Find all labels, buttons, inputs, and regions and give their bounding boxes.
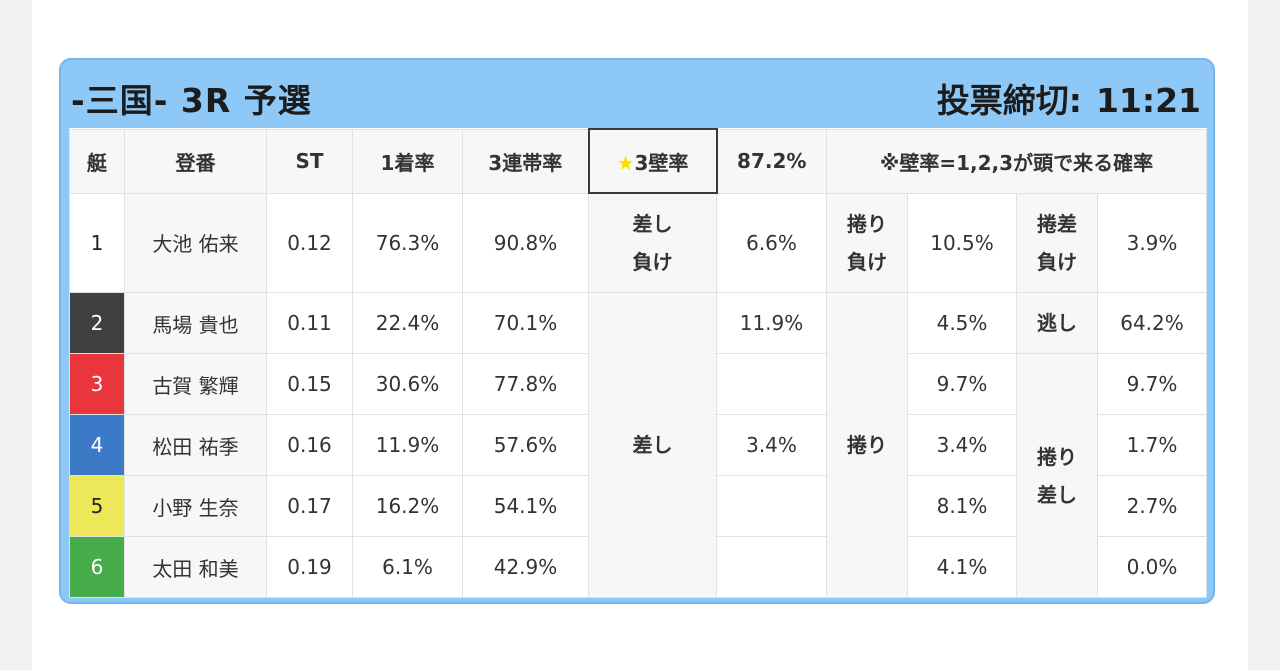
- header-boat: 艇: [69, 128, 125, 194]
- table-row: 4 松田 祐季 0.16 11.9% 57.6% 3.4% 3.4% 1.7%: [69, 414, 1207, 476]
- table-row: 3 古賀 繁輝 0.15 30.6% 77.8% 9.7% 捲り差し 9.7%: [69, 353, 1207, 598]
- wall-rate-note: ※壁率=1,2,3が頭で来る確率: [826, 128, 1207, 194]
- deadline-label: 投票締切:: [936, 81, 1082, 120]
- makurisashi-label-line2: 差し: [1037, 482, 1077, 507]
- header-st: ST: [266, 128, 353, 194]
- sashi-value: 11.9%: [716, 292, 827, 354]
- sashi-value-empty: [716, 475, 827, 537]
- first-rate-value: 16.2%: [352, 475, 463, 537]
- boat-number: 2: [69, 292, 125, 354]
- race-title: -三国- 3R 予選: [71, 81, 312, 120]
- boat-number: 1: [69, 192, 125, 293]
- makuri-label: 捲り: [826, 292, 908, 598]
- page-gutter-left: [0, 0, 32, 670]
- sashi-value-empty: [716, 536, 827, 598]
- st-value: 0.17: [266, 475, 353, 537]
- first-rate-value: 6.1%: [352, 536, 463, 598]
- makuri-value: 4.1%: [907, 536, 1017, 598]
- sashi-value-empty: [716, 353, 827, 415]
- boat-number: 6: [69, 536, 125, 598]
- sashi-make-value: 6.6%: [716, 192, 827, 293]
- voting-deadline: 投票締切: 11:21: [937, 74, 1201, 122]
- makurisashi-make-label: 捲差 負け: [1016, 192, 1098, 293]
- makurisashi-make-line2: 負け: [1037, 249, 1077, 274]
- sashi-value: 3.4%: [716, 414, 827, 476]
- racer-name: 大池 佑来: [124, 192, 267, 293]
- table-row: 2 馬場 貴也 0.11 22.4% 70.1% 差し 11.9% 捲り 4.5…: [69, 292, 1207, 598]
- header-first-rate: 1着率: [352, 128, 463, 194]
- makuri-value: 3.4%: [907, 414, 1017, 476]
- race-entry-table: 艇 登番 ST 1着率 3連帯率 ★3壁率 87.2% ※壁率=1,2,3が頭で…: [69, 128, 1207, 598]
- racer-name: 馬場 貴也: [124, 292, 267, 354]
- boat-number: 4: [69, 414, 125, 476]
- star-icon: ★: [616, 150, 635, 175]
- makuri-value: 8.1%: [907, 475, 1017, 537]
- makuri-make-line1: 捲り: [847, 211, 887, 236]
- top3-rate-value: 70.1%: [462, 292, 589, 354]
- race-card: -三国- 3R 予選 投票締切: 11:21 艇 登番 ST 1着率 3連帯率 ★…: [59, 58, 1215, 604]
- st-value: 0.11: [266, 292, 353, 354]
- makuri-make-value: 10.5%: [907, 192, 1017, 293]
- makurisashi-label: 捲り 差し: [1016, 353, 1098, 598]
- makurisashi-make-value: 3.9%: [1097, 192, 1207, 293]
- first-rate-value: 30.6%: [352, 353, 463, 415]
- nige-label: 逃し: [1016, 292, 1098, 354]
- makurisashi-value: 0.0%: [1097, 536, 1207, 598]
- makurisashi-value: 2.7%: [1097, 475, 1207, 537]
- header-reg: 登番: [124, 128, 267, 194]
- racer-name: 古賀 繁輝: [124, 353, 267, 415]
- table-header-row: 艇 登番 ST 1着率 3連帯率 ★3壁率 87.2% ※壁率=1,2,3が頭で…: [69, 128, 1207, 194]
- first-rate-value: 76.3%: [352, 192, 463, 293]
- table-row: 1 大池 佑来 0.12 76.3% 90.8% 差し 負け 6.6% 捲り 負け …: [69, 192, 1207, 293]
- wall-rate-value: 87.2%: [716, 128, 827, 194]
- sashi-label: 差し: [588, 292, 717, 598]
- makurisashi-label-line1: 捲り: [1037, 444, 1077, 469]
- top3-rate-value: 57.6%: [462, 414, 589, 476]
- racer-name: 松田 祐季: [124, 414, 267, 476]
- makurisashi-make-line1: 捲差: [1037, 211, 1077, 236]
- top3-rate-value: 90.8%: [462, 192, 589, 293]
- st-value: 0.15: [266, 353, 353, 415]
- st-value: 0.12: [266, 192, 353, 293]
- header-wall-rate: ★3壁率: [587, 128, 718, 194]
- st-value: 0.19: [266, 536, 353, 598]
- makuri-make-line2: 負け: [847, 249, 887, 274]
- makuri-make-label: 捲り 負け: [826, 192, 908, 293]
- table-row: 6 太田 和美 0.19 6.1% 42.9% 4.1% 0.0%: [69, 536, 1207, 598]
- table-row: 5 小野 生奈 0.17 16.2% 54.1% 8.1% 2.7%: [69, 475, 1207, 537]
- top3-rate-value: 42.9%: [462, 536, 589, 598]
- wall-rate-label: 3壁率: [634, 150, 689, 175]
- nige-value: 64.2%: [1097, 292, 1207, 354]
- boat-number: 5: [69, 475, 125, 537]
- sashi-make-line2: 負け: [632, 250, 673, 274]
- makuri-value: 4.5%: [907, 292, 1017, 354]
- page-gutter-right: [1248, 0, 1280, 670]
- makurisashi-value: 9.7%: [1097, 353, 1207, 415]
- race-header: -三国- 3R 予選 投票締切: 11:21: [61, 60, 1213, 130]
- sashi-make-label: 差し 負け: [588, 192, 717, 293]
- racer-name: 太田 和美: [124, 536, 267, 598]
- top3-rate-value: 77.8%: [462, 353, 589, 415]
- top3-rate-value: 54.1%: [462, 475, 589, 537]
- racer-name: 小野 生奈: [124, 475, 267, 537]
- boat-number: 3: [69, 353, 125, 415]
- deadline-time: 11:21: [1095, 81, 1201, 120]
- header-top3-rate: 3連帯率: [462, 128, 589, 194]
- makuri-value: 9.7%: [907, 353, 1017, 415]
- makurisashi-value: 1.7%: [1097, 414, 1207, 476]
- first-rate-value: 22.4%: [352, 292, 463, 354]
- st-value: 0.16: [266, 414, 353, 476]
- first-rate-value: 11.9%: [352, 414, 463, 476]
- sashi-make-line1: 差し: [632, 212, 673, 236]
